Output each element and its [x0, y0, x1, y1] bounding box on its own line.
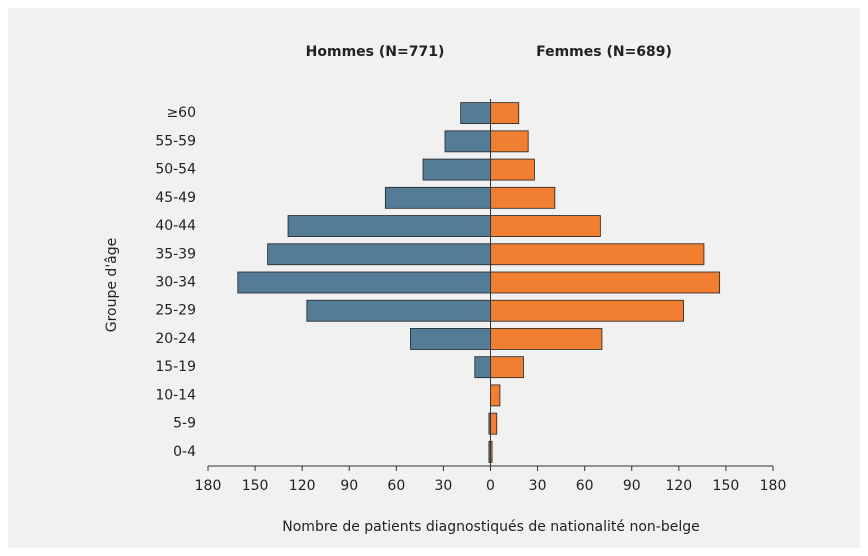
x-tick-label: 60	[387, 478, 405, 494]
y-tick-label: 30-34	[155, 275, 196, 291]
y-tick-label: 0-4	[173, 444, 196, 460]
y-tick-label: 55-59	[155, 133, 196, 149]
y-tick-label: 15-19	[155, 359, 196, 375]
y-tick-label: ≥60	[166, 105, 196, 121]
bar	[490, 384, 501, 407]
x-tick-label: 180	[195, 478, 222, 494]
x-tick-label: 120	[665, 478, 692, 494]
y-tick-label: 20-24	[155, 331, 196, 347]
x-tick-label: 30	[435, 478, 453, 494]
bar	[490, 186, 556, 209]
y-tick-label: 45-49	[155, 190, 196, 206]
bar	[490, 356, 524, 379]
x-tick-label: 120	[289, 478, 316, 494]
bar	[490, 102, 520, 125]
y-tick-label: 25-29	[155, 303, 196, 319]
x-tick-label: 150	[713, 478, 740, 494]
bar	[490, 130, 529, 153]
y-tick-label: 50-54	[155, 162, 196, 178]
y-tick-label: 10-14	[155, 387, 196, 403]
x-tick-label: 150	[242, 478, 269, 494]
bar	[474, 356, 491, 379]
bar	[444, 130, 491, 153]
x-tick-label: 60	[576, 478, 594, 494]
legend-right: Femmes (N=689)	[536, 44, 672, 60]
y-tick-label: 35-39	[155, 246, 196, 262]
x-tick-label: 0	[486, 478, 495, 494]
y-tick-label: 40-44	[155, 218, 196, 234]
bar	[490, 215, 601, 237]
x-axis-label: Nombre de patients diagnostiqués de nati…	[282, 519, 699, 535]
bar	[490, 243, 705, 266]
bar	[460, 102, 491, 125]
x-tick-label: 180	[760, 478, 787, 494]
bar	[490, 412, 498, 435]
bar	[490, 328, 603, 350]
x-tick-label: 90	[623, 478, 641, 494]
bar	[267, 243, 491, 266]
bar	[490, 271, 721, 294]
bar	[490, 158, 535, 181]
x-tick-label: 90	[340, 478, 358, 494]
bar	[306, 299, 491, 322]
y-axis-label: Groupe d'âge	[104, 238, 120, 333]
bar	[422, 158, 491, 181]
bar	[287, 215, 491, 237]
y-tick-label: 5-9	[173, 416, 196, 432]
legend-left: Hommes (N=771)	[306, 44, 445, 60]
bar	[384, 186, 491, 209]
bar	[237, 271, 491, 294]
bar	[490, 299, 684, 322]
bar	[410, 328, 491, 350]
x-tick-label: 30	[529, 478, 547, 494]
